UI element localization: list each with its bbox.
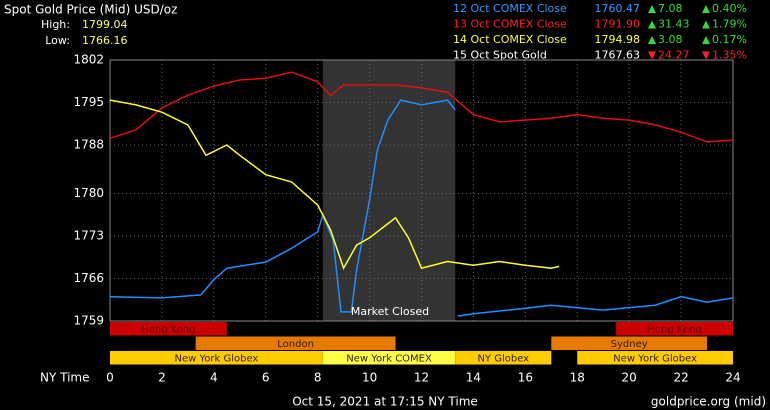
session-band xyxy=(551,336,708,350)
y-tick-label: 1788 xyxy=(73,137,104,151)
header-pct: 0.17% xyxy=(712,33,747,46)
x-tick-label: 4 xyxy=(210,371,218,385)
x-tick-label: 0 xyxy=(106,371,114,385)
x-tick-label: 16 xyxy=(518,371,533,385)
y-tick-label: 1795 xyxy=(73,95,104,109)
plot-border xyxy=(109,59,734,322)
session-label: Sydney xyxy=(611,339,648,350)
header-pct: 1.79% xyxy=(712,18,747,31)
x-tick-label: 10 xyxy=(362,371,377,385)
x-tick-label: 18 xyxy=(570,371,585,385)
header-change: 7.08 xyxy=(658,2,683,15)
x-tick-label: 14 xyxy=(466,371,481,385)
x-tick-label: 24 xyxy=(725,371,740,385)
session-band xyxy=(577,351,733,365)
direction-arrow xyxy=(648,5,656,13)
x-axis-label: NY Time xyxy=(40,371,90,385)
x-tick-label: 20 xyxy=(622,371,637,385)
direction-arrow xyxy=(648,20,656,29)
price-line xyxy=(109,99,734,317)
header-price: 1760.47 xyxy=(595,2,641,15)
direction-arrow xyxy=(648,51,656,60)
x-tick-label: 2 xyxy=(158,371,166,385)
x-tick-label: 22 xyxy=(673,371,688,385)
direction-arrow xyxy=(702,20,710,29)
header-pct: 0.40% xyxy=(712,2,747,15)
x-tick-label: 8 xyxy=(314,371,322,385)
market-closed-region xyxy=(322,60,456,321)
market-closed-label: Market Closed xyxy=(351,305,429,318)
header-price: 1791.90 xyxy=(595,18,641,31)
low-label: Low: xyxy=(45,34,70,47)
session-label: Hong Kong xyxy=(141,325,195,336)
session-label: New York COMEX xyxy=(346,354,432,365)
header-change: 24.27 xyxy=(658,49,690,62)
header-change: 3.08 xyxy=(658,33,683,46)
session-label: NY Globex xyxy=(477,354,529,365)
y-tick-label: 1766 xyxy=(73,271,104,285)
header-pct: 1.35% xyxy=(712,49,747,62)
session-label: London xyxy=(277,339,314,350)
direction-arrow xyxy=(702,36,710,44)
session-label: New York Globex xyxy=(174,354,258,365)
header-price: 1767.63 xyxy=(595,49,641,62)
session-band xyxy=(195,336,396,350)
header-name: 12 Oct COMEX Close xyxy=(453,2,567,15)
y-tick-label: 1773 xyxy=(73,229,104,243)
price-line xyxy=(109,99,560,271)
x-tick-label: 12 xyxy=(414,371,429,385)
session-band xyxy=(110,351,323,365)
direction-arrow xyxy=(648,36,656,44)
session-band xyxy=(322,351,456,365)
y-tick-label: 1759 xyxy=(73,314,104,328)
y-tick-label: 1780 xyxy=(73,186,104,200)
y-tick-label: 1802 xyxy=(73,53,104,67)
footer-source: goldprice.org (mid) xyxy=(651,395,766,409)
header-price: 1794.98 xyxy=(595,33,641,46)
header-name: 13 Oct COMEX Close xyxy=(453,18,567,31)
session-label: Hong Kong xyxy=(647,325,701,336)
chart-title: Spot Gold Price (Mid) USD/oz xyxy=(4,3,177,17)
x-tick-label: 6 xyxy=(262,371,270,385)
high-label: High: xyxy=(41,18,70,31)
low-value: 1766.16 xyxy=(82,34,128,47)
direction-arrow xyxy=(702,51,710,60)
session-band xyxy=(616,322,733,336)
session-label: New York Globex xyxy=(613,354,697,365)
price-line xyxy=(109,71,734,143)
header-name: 14 Oct COMEX Close xyxy=(453,33,567,46)
session-band xyxy=(110,322,227,336)
header-name: 15 Oct Spot Gold xyxy=(453,49,547,62)
direction-arrow xyxy=(702,5,710,13)
header-change: 31.43 xyxy=(658,18,690,31)
footer-time: Oct 15, 2021 at 17:15 NY Time xyxy=(292,395,478,409)
high-value: 1799.04 xyxy=(82,18,128,31)
session-band xyxy=(455,351,552,365)
